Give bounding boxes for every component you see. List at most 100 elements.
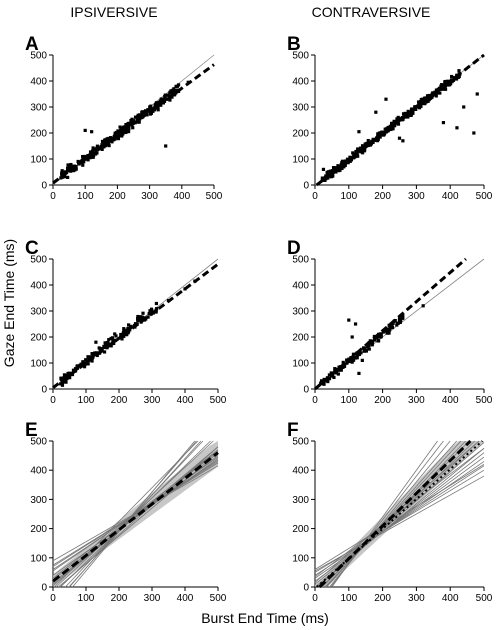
x-tick-label: 100 xyxy=(340,191,357,202)
data-point xyxy=(106,137,110,141)
data-point xyxy=(67,374,71,379)
data-point xyxy=(362,347,367,351)
data-point xyxy=(410,107,414,111)
data-point xyxy=(327,373,332,377)
x-tick-label: 500 xyxy=(210,395,227,406)
y-tick-label: 200 xyxy=(292,333,309,344)
data-point xyxy=(335,368,339,372)
x-tick-label: 300 xyxy=(408,191,425,202)
data-point xyxy=(421,304,425,308)
data-point xyxy=(334,371,339,375)
data-point xyxy=(401,315,405,319)
x-tick-label: 400 xyxy=(177,395,194,406)
data-point xyxy=(110,137,115,141)
data-point xyxy=(136,116,140,121)
data-point xyxy=(155,307,159,311)
data-point xyxy=(383,329,387,333)
data-point xyxy=(127,129,131,134)
data-point xyxy=(122,327,126,331)
data-point xyxy=(137,120,141,124)
x-tick-label: 400 xyxy=(442,395,459,406)
data-point xyxy=(102,350,107,354)
data-point xyxy=(138,318,142,322)
subject-line xyxy=(314,447,485,578)
y-tick-label: 400 xyxy=(30,281,47,292)
data-point xyxy=(102,344,106,349)
data-point xyxy=(397,317,402,321)
data-point xyxy=(433,90,437,94)
data-point xyxy=(136,319,140,323)
data-point xyxy=(351,151,355,155)
data-point xyxy=(319,379,324,383)
data-point xyxy=(409,112,413,116)
data-point xyxy=(435,91,439,95)
x-axis-title: Burst End Time (ms) xyxy=(201,610,329,626)
data-point xyxy=(126,326,130,331)
regression-line xyxy=(52,63,215,185)
data-point xyxy=(75,366,80,370)
data-point xyxy=(121,132,125,136)
data-point xyxy=(441,87,446,91)
y-tick-label: 400 xyxy=(292,466,309,477)
data-point xyxy=(455,126,459,130)
data-point xyxy=(355,352,359,356)
x-tick-label: 300 xyxy=(408,395,425,406)
y-tick-label: 100 xyxy=(30,553,47,564)
data-point xyxy=(329,171,333,175)
data-point xyxy=(64,380,68,384)
x-tick-label: 0 xyxy=(312,593,318,604)
data-point xyxy=(360,144,365,148)
data-point xyxy=(357,130,361,134)
x-tick-label: 200 xyxy=(111,395,128,406)
subject-line xyxy=(314,464,485,570)
y-tick-label: 300 xyxy=(30,307,47,318)
x-tick-label: 200 xyxy=(109,191,126,202)
data-point xyxy=(95,151,99,155)
x-tick-label: 0 xyxy=(312,395,318,406)
data-point xyxy=(94,352,98,357)
data-point xyxy=(95,144,100,148)
data-point xyxy=(456,75,460,79)
data-point xyxy=(443,85,447,89)
col-title-contra: CONTRAVERSIVE xyxy=(312,4,431,20)
data-point xyxy=(91,354,95,358)
data-point xyxy=(78,363,82,367)
data-point xyxy=(149,111,153,115)
y-tick-label: 500 xyxy=(30,51,47,62)
data-point xyxy=(365,144,369,148)
y-tick-label: 300 xyxy=(30,495,47,506)
y-tick-label: 100 xyxy=(292,553,309,564)
data-point xyxy=(114,334,118,338)
data-point xyxy=(346,358,350,362)
x-tick-label: 500 xyxy=(476,593,493,604)
x-tick-label: 500 xyxy=(210,593,227,604)
data-point xyxy=(416,104,420,108)
data-point xyxy=(353,322,358,326)
data-point xyxy=(147,109,151,113)
data-point xyxy=(86,355,90,359)
panel-letter: D xyxy=(287,238,301,259)
data-point xyxy=(350,360,354,364)
data-point xyxy=(321,167,326,171)
data-point xyxy=(336,164,340,168)
data-point xyxy=(339,368,343,372)
data-point xyxy=(406,115,410,119)
data-point xyxy=(326,170,331,174)
data-point xyxy=(89,355,93,359)
x-tick-label: 400 xyxy=(173,191,190,202)
subject-line xyxy=(52,446,219,586)
data-point xyxy=(446,83,450,87)
data-point xyxy=(113,136,117,141)
data-point xyxy=(122,329,126,333)
data-point xyxy=(347,318,351,322)
y-tick-label: 0 xyxy=(303,385,309,396)
data-point xyxy=(356,147,360,151)
data-point xyxy=(155,103,159,107)
data-point xyxy=(427,93,431,98)
col-title-ipsi: IPSIVERSIVE xyxy=(70,4,157,20)
data-point xyxy=(384,97,388,101)
data-point xyxy=(143,109,148,113)
data-point xyxy=(90,130,94,134)
data-point xyxy=(90,352,94,356)
data-point xyxy=(154,104,158,108)
